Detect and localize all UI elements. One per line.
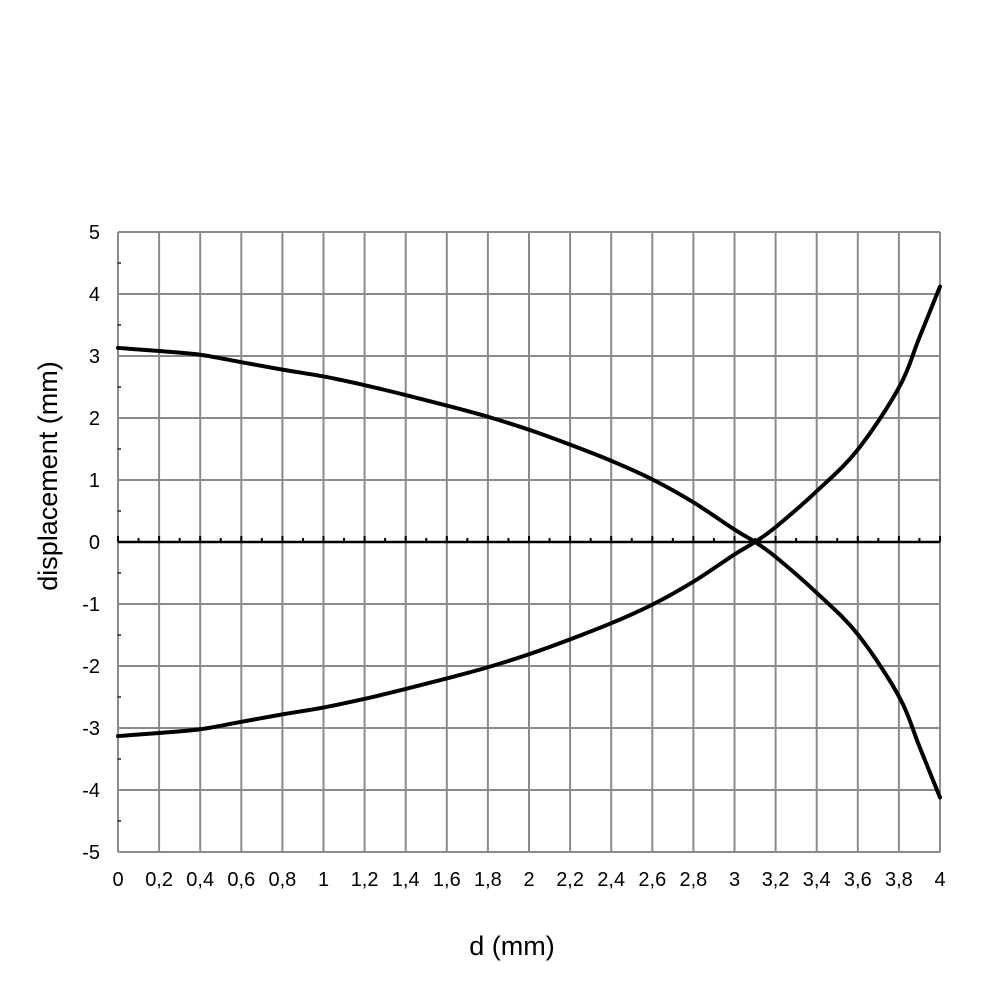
y-tick-label: 3 <box>89 346 100 368</box>
x-tick-label: 2,2 <box>556 869 584 891</box>
y-tick-label: 0 <box>89 532 100 554</box>
y-tick-label: -3 <box>82 718 100 740</box>
x-tick-label: 2,4 <box>597 869 625 891</box>
x-axis-title: d (mm) <box>469 931 554 961</box>
x-tick-label: 2,6 <box>638 869 666 891</box>
x-tick-label: 3,6 <box>844 869 872 891</box>
x-tick-label: 1,6 <box>433 869 461 891</box>
x-tick-labels: 0 0,2 0,4 0,6 0,8 1 1,2 1,4 1,6 1,8 2 2,2 2,4 2,6 2,8 3… <box>112 869 945 891</box>
x-tick-label: 0,4 <box>186 869 214 891</box>
y-tick-label: -5 <box>82 842 100 864</box>
x-tick-label: 0 <box>112 869 123 891</box>
x-tick-label: 0,6 <box>227 869 255 891</box>
series-line-2 <box>116 284 942 739</box>
x-tick-label: 2,8 <box>679 869 707 891</box>
y-axis-title: displacement (mm) <box>33 361 63 591</box>
y-tick-label: -4 <box>82 780 100 802</box>
y-tick-label: -1 <box>82 594 100 616</box>
x-tick-label: 3,8 <box>885 869 913 891</box>
x-tick-label: 4 <box>934 869 945 891</box>
y-tick-label: 2 <box>89 408 100 430</box>
ticks <box>117 262 941 822</box>
series-lines <box>116 284 942 800</box>
x-tick-label: 1,2 <box>351 869 379 891</box>
y-tick-label: 4 <box>89 284 100 306</box>
x-tick-label: 0,8 <box>268 869 296 891</box>
y-tick-label: 1 <box>89 470 100 492</box>
y-tick-label: -2 <box>82 656 100 678</box>
x-tick-label: 3 <box>729 869 740 891</box>
x-tick-label: 3,4 <box>803 869 831 891</box>
x-tick-label: 1 <box>318 869 329 891</box>
x-tick-label: 0,2 <box>145 869 173 891</box>
x-tick-label: 1,4 <box>392 869 420 891</box>
x-tick-label: 3,2 <box>762 869 790 891</box>
series-line-1 <box>116 345 942 800</box>
x-tick-label: 2 <box>523 869 534 891</box>
y-tick-label: 5 <box>89 222 100 244</box>
y-tick-labels: 5 4 3 2 1 0 -1 -2 -3 -4 -5 <box>82 222 100 864</box>
x-tick-label: 1,8 <box>474 869 502 891</box>
